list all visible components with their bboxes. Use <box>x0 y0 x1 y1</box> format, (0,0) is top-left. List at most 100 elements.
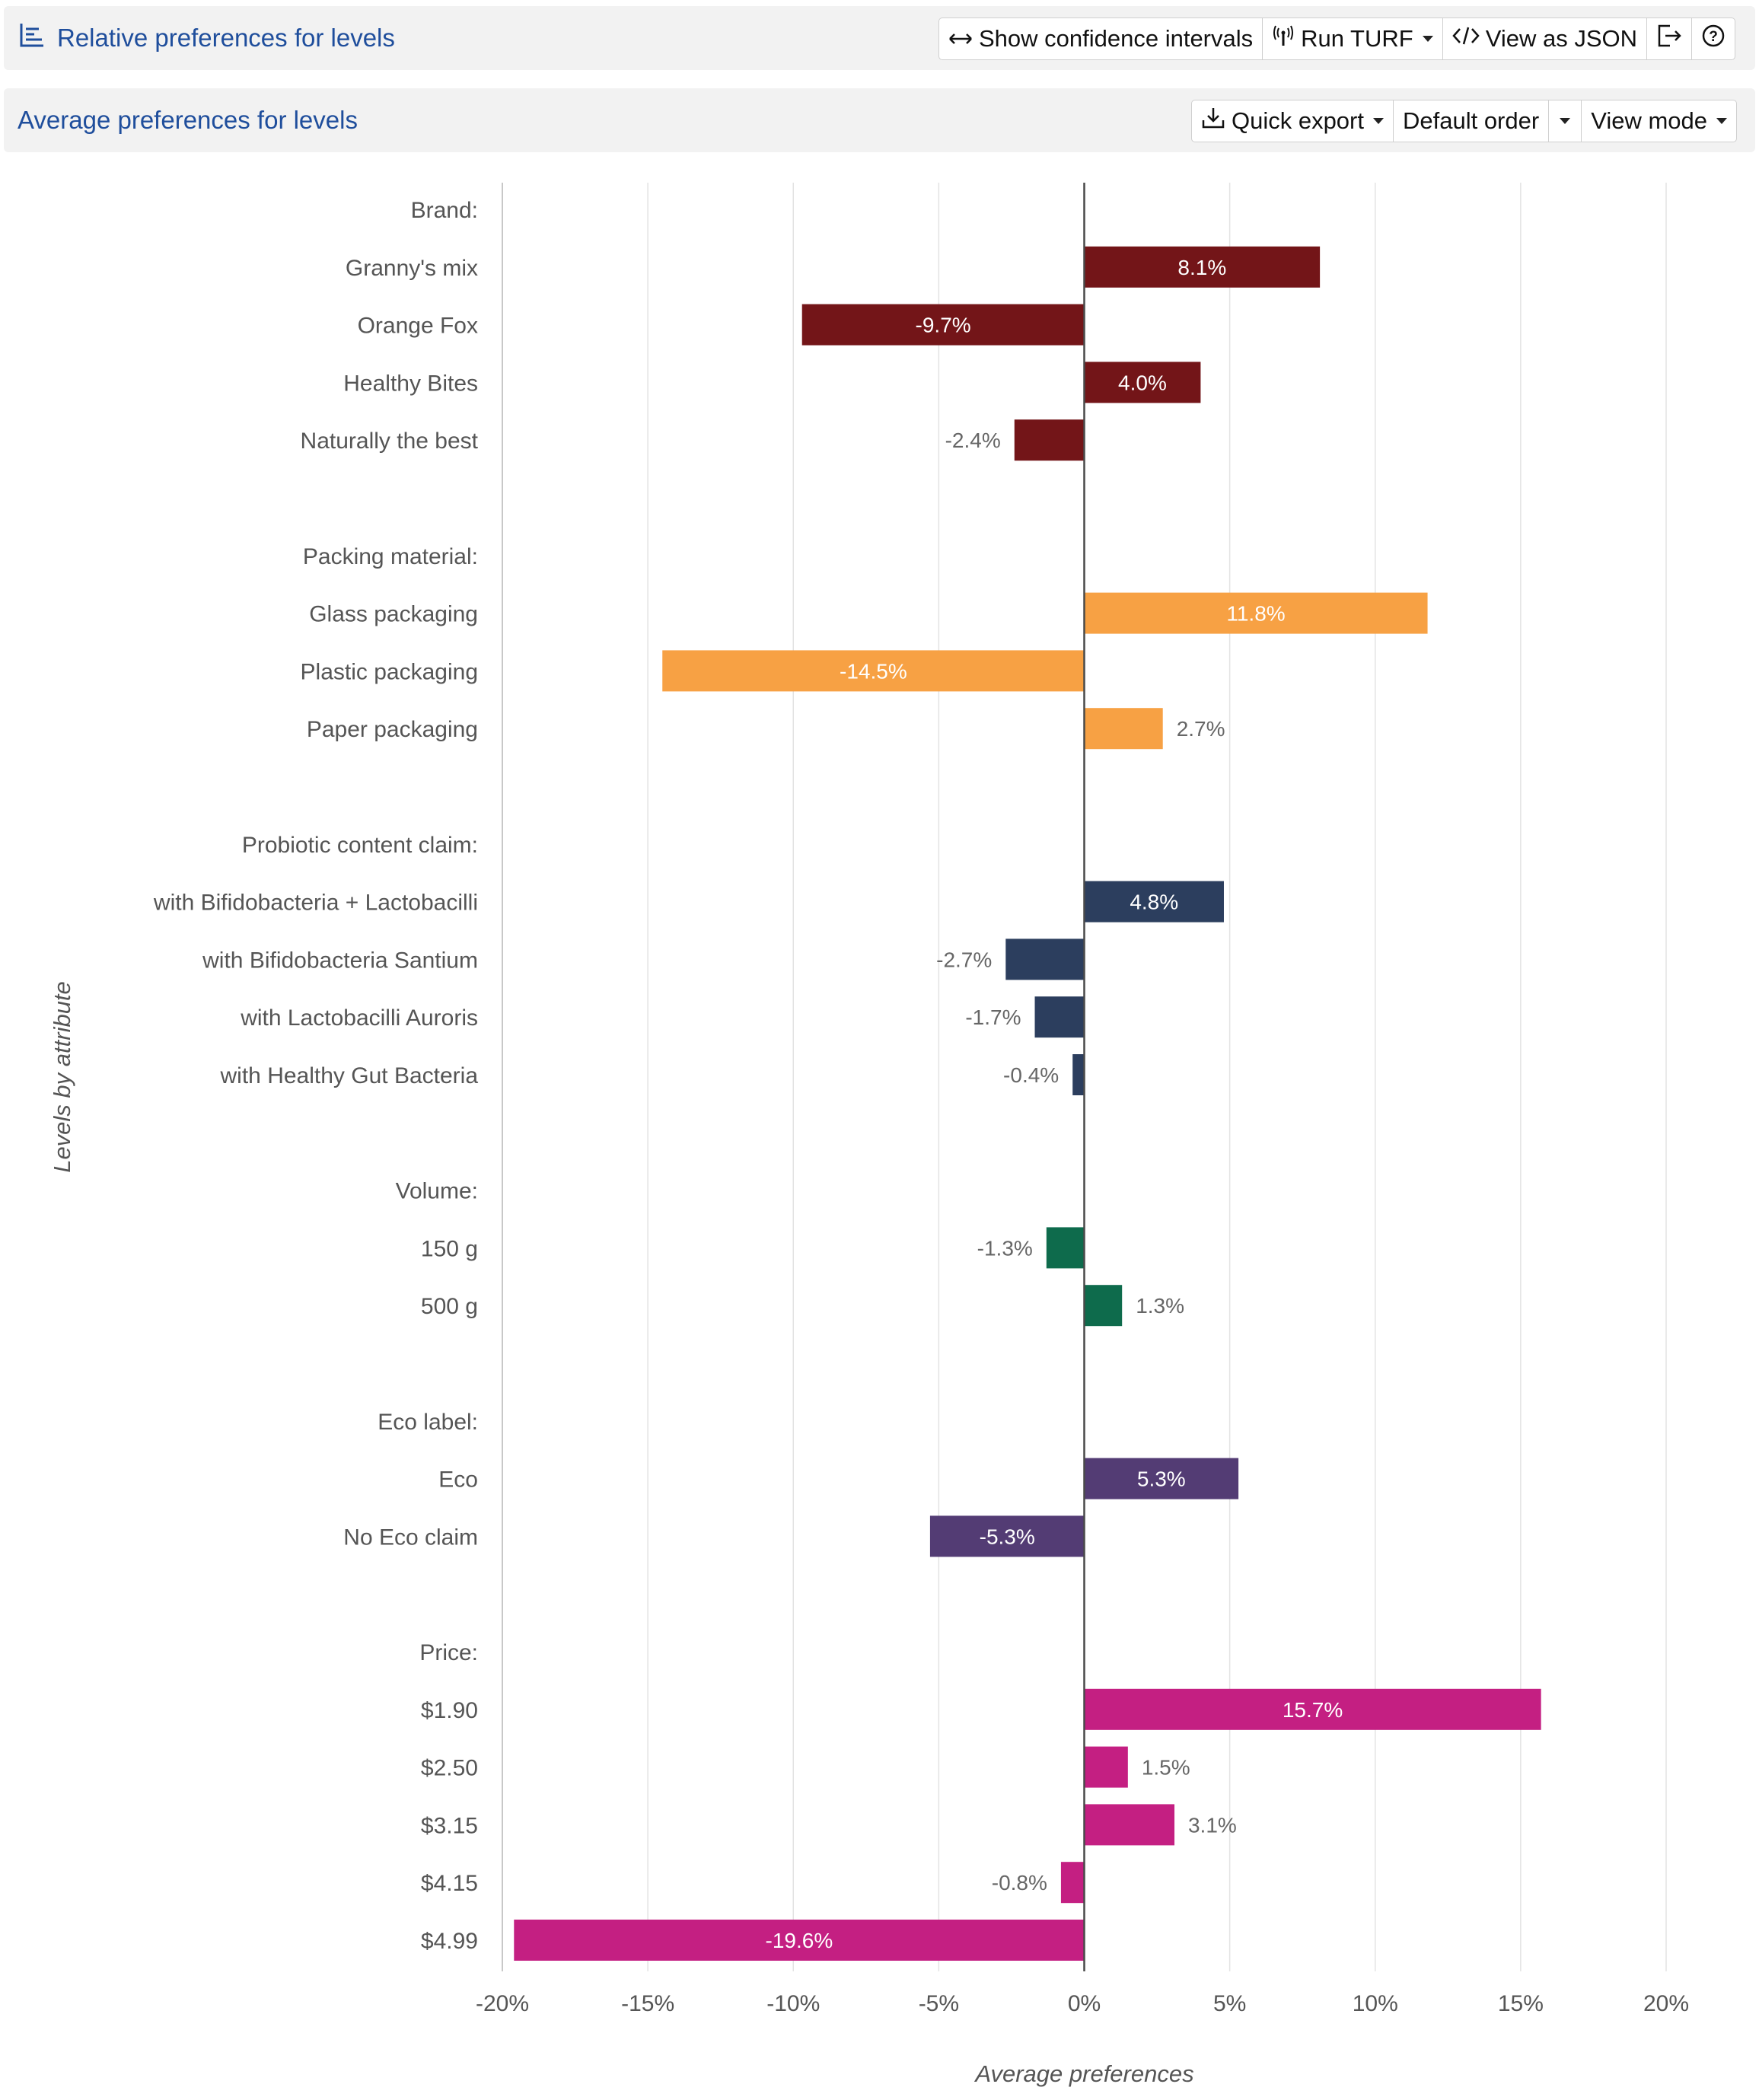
x-tick-label: 15% <box>1498 1991 1544 2016</box>
bar[interactable] <box>1005 938 1085 980</box>
chevron-down-icon <box>1422 36 1433 42</box>
x-tick-label: -10% <box>766 1991 820 2016</box>
grid <box>502 183 1667 1971</box>
data-label: 1.5% <box>1142 1756 1190 1780</box>
attribute-label: Price: <box>419 1640 478 1665</box>
level-label: Granny's mix <box>346 256 478 281</box>
x-ticks: -20% -15% -10% -5% 0% 5% 10% 15% 20% <box>476 1991 1689 2016</box>
level-label: with Lactobacilli Auroris <box>240 1005 478 1031</box>
level-label: $4.15 <box>421 1871 478 1896</box>
bar[interactable] <box>1084 708 1163 750</box>
attribute-label: Packing material: <box>303 544 478 569</box>
results-header: Relative preferences for levels Show con… <box>4 6 1755 70</box>
bar[interactable] <box>1060 1862 1085 1904</box>
level-label: $4.99 <box>421 1929 478 1954</box>
x-tick-label: 20% <box>1643 1991 1689 2016</box>
bar[interactable] <box>1072 1054 1085 1095</box>
chevron-down-icon <box>1372 118 1384 124</box>
data-label: -2.7% <box>936 948 992 971</box>
bar[interactable] <box>929 1515 1085 1557</box>
x-tick-label: 0% <box>1068 1991 1101 2016</box>
bar[interactable] <box>662 650 1085 692</box>
data-label: -9.7% <box>916 314 971 337</box>
bar-chart-icon <box>19 8 45 72</box>
level-label: Paper packaging <box>307 717 478 742</box>
bar[interactable] <box>1084 881 1224 923</box>
data-label: 1.3% <box>1136 1294 1184 1318</box>
level-label: with Bifidobacteria Santium <box>202 948 478 973</box>
x-axis-title: Average preferences <box>974 2060 1193 2087</box>
bar[interactable] <box>514 1920 1085 1961</box>
data-label: 15.7% <box>1283 1698 1343 1722</box>
data-labels: 8.1% -9.7% 4.0% -2.4% 11.8% -14.5% 2.7% 4.8% -2.… <box>766 256 1343 1952</box>
chevron-down-icon <box>1716 118 1727 124</box>
bar[interactable] <box>1084 592 1428 634</box>
help-button[interactable]: ? <box>1692 18 1735 59</box>
level-label: with Healthy Gut Bacteria <box>220 1063 479 1088</box>
bar[interactable] <box>1084 1688 1541 1730</box>
help-icon: ? <box>1701 24 1726 54</box>
x-tick-label: 5% <box>1213 1991 1246 2016</box>
bar[interactable] <box>1034 996 1085 1038</box>
level-label: Eco <box>438 1467 478 1493</box>
attribute-label: Probiotic content claim: <box>242 833 478 858</box>
view-mode-button[interactable]: View mode <box>1582 100 1736 142</box>
bars <box>514 246 1541 1961</box>
bar[interactable] <box>1084 362 1201 403</box>
bar[interactable] <box>1046 1227 1085 1269</box>
show-confidence-intervals-button[interactable]: Show confidence intervals <box>939 18 1263 59</box>
data-label: 2.7% <box>1177 717 1225 741</box>
data-label: -2.4% <box>945 429 1001 452</box>
attribute-label: Eco label: <box>378 1410 478 1435</box>
download-icon <box>1201 107 1225 135</box>
sort-order-dropdown[interactable] <box>1549 100 1582 142</box>
data-label: -14.5% <box>840 659 907 683</box>
data-label: -0.4% <box>1003 1063 1059 1087</box>
broadcast-icon <box>1272 24 1295 53</box>
attribute-label: Brand: <box>411 198 478 223</box>
header-toolbar: Show confidence intervals Run TURF View … <box>938 18 1735 60</box>
level-label: Naturally the best <box>301 429 479 454</box>
bar[interactable] <box>1084 1804 1174 1846</box>
bar[interactable] <box>1014 419 1085 461</box>
chart-toolbar: Quick export Default order View mode <box>1190 100 1737 142</box>
bar[interactable] <box>1084 1458 1239 1499</box>
y-axis-title: Levels by attribute <box>49 981 75 1173</box>
level-label: Glass packaging <box>309 602 478 627</box>
level-label: 500 g <box>421 1294 478 1319</box>
level-label: $1.90 <box>421 1698 478 1723</box>
x-tick-label: -15% <box>621 1991 674 2016</box>
attribute-label: Volume: <box>396 1179 478 1204</box>
code-icon <box>1452 25 1480 53</box>
bar[interactable] <box>1084 246 1321 288</box>
data-label: 5.3% <box>1137 1467 1186 1491</box>
data-label: -5.3% <box>980 1525 1035 1548</box>
bar[interactable] <box>1084 1285 1123 1327</box>
data-label: 3.1% <box>1188 1813 1237 1837</box>
data-label: -19.6% <box>766 1929 833 1952</box>
level-label: $3.15 <box>421 1813 478 1838</box>
data-label: 4.0% <box>1118 371 1167 394</box>
export-button[interactable] <box>1647 18 1692 59</box>
bar[interactable] <box>1084 1746 1128 1788</box>
sort-order-button[interactable]: Default order <box>1394 100 1550 142</box>
chart-title: Average preferences for levels <box>18 106 358 134</box>
data-label: 8.1% <box>1177 256 1226 279</box>
data-label: 4.8% <box>1130 891 1178 914</box>
x-tick-label: -20% <box>476 1991 529 2016</box>
quick-export-button[interactable]: Quick export <box>1192 100 1394 142</box>
level-label: No Eco claim <box>343 1525 478 1550</box>
bar[interactable] <box>801 304 1085 346</box>
chart-header: Average preferences for levels Quick exp… <box>4 88 1755 152</box>
level-labels: Brand: Granny's mix Orange Fox Healthy Bite… <box>153 198 479 1954</box>
view-as-json-button[interactable]: View as JSON <box>1443 18 1647 59</box>
export-icon <box>1656 23 1682 55</box>
arrows-horizontal-icon <box>948 25 973 53</box>
level-label: Orange Fox <box>358 314 478 339</box>
run-turf-button[interactable]: Run TURF <box>1263 18 1443 59</box>
results-title-text: Relative preferences for levels <box>57 24 395 52</box>
level-label: with Bifidobacteria + Lactobacilli <box>153 891 478 916</box>
results-title: Relative preferences for levels <box>19 6 395 70</box>
x-tick-label: -5% <box>919 1991 959 2016</box>
